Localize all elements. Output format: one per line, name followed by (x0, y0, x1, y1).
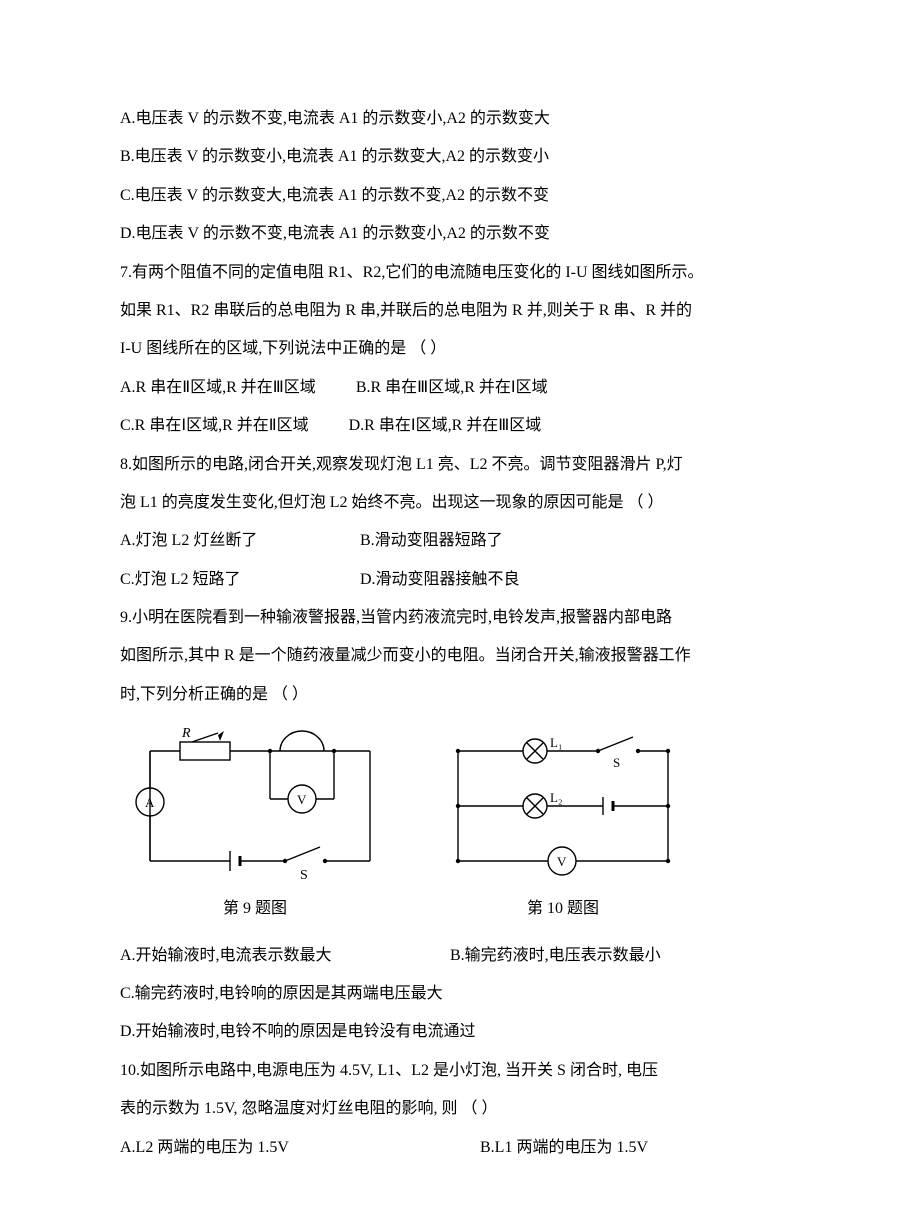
q10-optB: B.L1 两端的电压为 1.5V (480, 1129, 648, 1167)
caption-10: 第 10 题图 (438, 890, 688, 928)
q10-stem2: 表的示数为 1.5V, 忽略温度对灯丝电阻的影响, 则 （ ） (120, 1090, 800, 1128)
q9-stem3: 时,下列分析正确的是 （ ） (120, 676, 800, 714)
q6-optD: D.电压表 V 的示数不变,电流表 A1 的示数变小,A2 的示数不变 (120, 215, 800, 253)
figure-10: L₁ S L₂ V (438, 726, 688, 886)
svg-text:S: S (613, 755, 620, 770)
svg-text:R: R (181, 726, 191, 741)
q8-optC: C.灯泡 L2 短路了 (120, 561, 320, 599)
q6-optC: C.电压表 V 的示数变大,电流表 A1 的示数不变,A2 的示数不变 (120, 177, 800, 215)
q9-stem1: 9.小明在医院看到一种输液警报器,当管内药液流完时,电铃发声,报警器内部电路 (120, 599, 800, 637)
q7-stem2: 如果 R1、R2 串联后的总电阻为 R 串,并联后的总电阻为 R 并,则关于 R… (120, 292, 800, 330)
q7-stem3: I-U 图线所在的区域,下列说法中正确的是 （ ） (120, 330, 800, 368)
q8-stem1: 8.如图所示的电路,闭合开关,观察发现灯泡 L1 亮、L2 不亮。调节变阻器滑片… (120, 446, 800, 484)
q9-optA: A.开始输液时,电流表示数最大 (120, 937, 410, 975)
svg-text:L₂: L₂ (550, 790, 562, 805)
q7-optD: D.R 串在Ⅰ区域,R 并在Ⅲ区域 (349, 407, 542, 445)
caption-9: 第 9 题图 (120, 890, 390, 928)
svg-text:V: V (297, 792, 307, 807)
q9-optB: B.输完药液时,电压表示数最小 (450, 937, 661, 975)
svg-text:V: V (557, 854, 567, 869)
q8-optA: A.灯泡 L2 灯丝断了 (120, 522, 320, 560)
q10-stem1: 10.如图所示电路中,电源电压为 4.5V, L1、L2 是小灯泡, 当开关 S… (120, 1052, 800, 1090)
q7-optA: A.R 串在Ⅱ区域,R 并在Ⅲ区域 (120, 369, 316, 407)
q9-stem2: 如图所示,其中 R 是一个随药液量减少而变小的电阻。当闭合开关,输液报警器工作 (120, 637, 800, 675)
svg-text:A: A (145, 795, 155, 810)
q8-optB: B.滑动变阻器短路了 (360, 522, 503, 560)
q7-stem1: 7.有两个阻值不同的定值电阻 R1、R2,它们的电流随电压变化的 I-U 图线如… (120, 254, 800, 292)
figure-9: R V A S (120, 726, 390, 886)
svg-text:S: S (300, 868, 308, 883)
q7-optC: C.R 串在Ⅰ区域,R 并在Ⅱ区域 (120, 407, 309, 445)
q6-optA: A.电压表 V 的示数不变,电流表 A1 的示数变小,A2 的示数变大 (120, 100, 800, 138)
q9-optD: D.开始输液时,电铃不响的原因是电铃没有电流通过 (120, 1013, 800, 1051)
q10-optA: A.L2 两端的电压为 1.5V (120, 1129, 440, 1167)
q8-stem2: 泡 L1 的亮度发生变化,但灯泡 L2 始终不亮。出现这一现象的原因可能是 （ … (120, 484, 800, 522)
q9-optC: C.输完药液时,电铃响的原因是其两端电压最大 (120, 975, 800, 1013)
q7-optB: B.R 串在Ⅲ区域,R 并在Ⅰ区域 (356, 369, 548, 407)
q6-optB: B.电压表 V 的示数变小,电流表 A1 的示数变大,A2 的示数变小 (120, 138, 800, 176)
q8-optD: D.滑动变阻器接触不良 (360, 561, 520, 599)
svg-text:L₁: L₁ (550, 735, 562, 750)
